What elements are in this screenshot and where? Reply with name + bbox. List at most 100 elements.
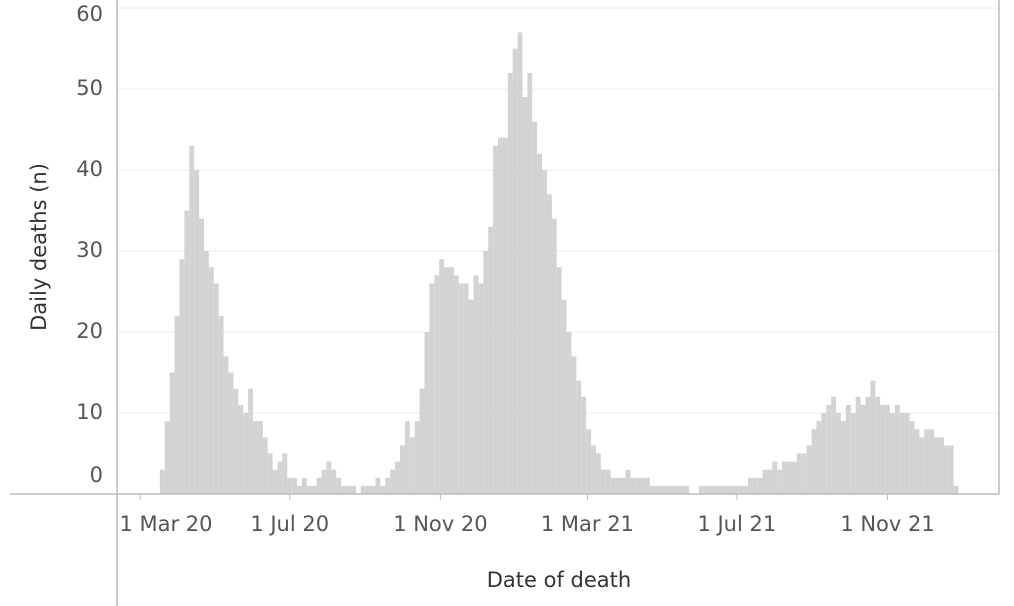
y-tick-label: 30: [76, 238, 103, 262]
bar: [566, 332, 572, 494]
bar: [468, 299, 474, 494]
bar: [948, 445, 954, 494]
bar: [644, 477, 650, 494]
bar: [875, 396, 881, 494]
bar: [924, 429, 930, 494]
bar: [571, 356, 577, 494]
bar: [826, 404, 832, 494]
bar: [262, 437, 268, 494]
bar: [605, 469, 611, 494]
bar: [248, 388, 253, 494]
bar: [385, 477, 391, 494]
x-tick-label: 1 Jul 20: [250, 512, 329, 536]
bar: [840, 421, 846, 494]
bar: [728, 485, 734, 494]
y-tick-label: 40: [76, 157, 103, 181]
bar: [757, 477, 763, 494]
bar: [625, 469, 631, 494]
bar: [174, 315, 180, 494]
bar: [610, 477, 616, 494]
bar: [738, 485, 743, 494]
bar: [399, 445, 405, 494]
bar: [301, 477, 307, 494]
y-tick-label: 50: [76, 76, 103, 100]
bar: [581, 396, 587, 494]
bar: [586, 429, 592, 494]
bar: [448, 267, 454, 494]
bar: [791, 461, 797, 494]
bar: [850, 413, 856, 494]
y-axis-title: Daily deaths (n): [27, 163, 51, 331]
bar: [801, 453, 807, 494]
bar: [532, 121, 538, 495]
bar: [909, 421, 915, 494]
bar: [698, 485, 704, 494]
bar: [860, 404, 866, 494]
bar: [787, 461, 792, 494]
bar: [551, 218, 557, 494]
bar: [365, 485, 371, 494]
bar: [796, 453, 802, 494]
x-axis-title: Date of death: [487, 568, 631, 592]
bar: [272, 469, 278, 494]
bar: [341, 485, 347, 494]
bar: [350, 485, 356, 494]
bar: [831, 396, 837, 494]
bar: [919, 437, 925, 494]
bar: [659, 485, 665, 494]
bar: [767, 469, 773, 494]
bar: [316, 477, 322, 494]
bar: [889, 413, 895, 494]
bar: [591, 445, 596, 494]
bar: [233, 388, 239, 494]
bar: [821, 413, 827, 494]
bar: [223, 356, 229, 494]
bar: [752, 477, 758, 494]
bar: [208, 267, 214, 494]
bar: [522, 97, 528, 494]
bar: [904, 413, 910, 494]
bar: [537, 153, 543, 495]
bar: [473, 275, 479, 494]
bar: [561, 299, 567, 494]
bar: [684, 485, 690, 494]
bar: [546, 194, 552, 494]
bar: [346, 485, 351, 494]
bar: [257, 421, 263, 494]
bar: [326, 461, 332, 494]
bar: [649, 485, 655, 494]
bar: [929, 429, 935, 494]
bar: [630, 477, 636, 494]
bar: [542, 170, 547, 495]
bar: [953, 485, 959, 494]
bar: [600, 469, 606, 494]
bar: [419, 388, 425, 494]
bar: [899, 413, 905, 494]
bar: [836, 413, 841, 494]
bar: [375, 477, 381, 494]
bar: [424, 332, 430, 494]
bar: [497, 137, 503, 495]
bar: [488, 226, 494, 495]
x-tick-label: 1 Mar 20: [119, 512, 212, 536]
bar: [478, 283, 484, 494]
bar: [708, 485, 714, 494]
bar: [615, 477, 621, 494]
bar: [439, 259, 445, 494]
bar: [277, 461, 283, 494]
bar: [453, 275, 459, 494]
x-tick-label: 1 Jul 21: [697, 512, 776, 536]
bar: [517, 32, 523, 495]
y-tick-label: 20: [76, 319, 103, 343]
bar: [620, 477, 626, 494]
bar: [434, 275, 440, 494]
bar: [287, 477, 293, 494]
bar: [679, 485, 685, 494]
bar: [664, 485, 670, 494]
bar: [703, 485, 709, 494]
bar: [463, 283, 469, 494]
y-tick-label: 60: [76, 2, 103, 26]
bar: [444, 267, 449, 494]
bar: [169, 372, 175, 494]
